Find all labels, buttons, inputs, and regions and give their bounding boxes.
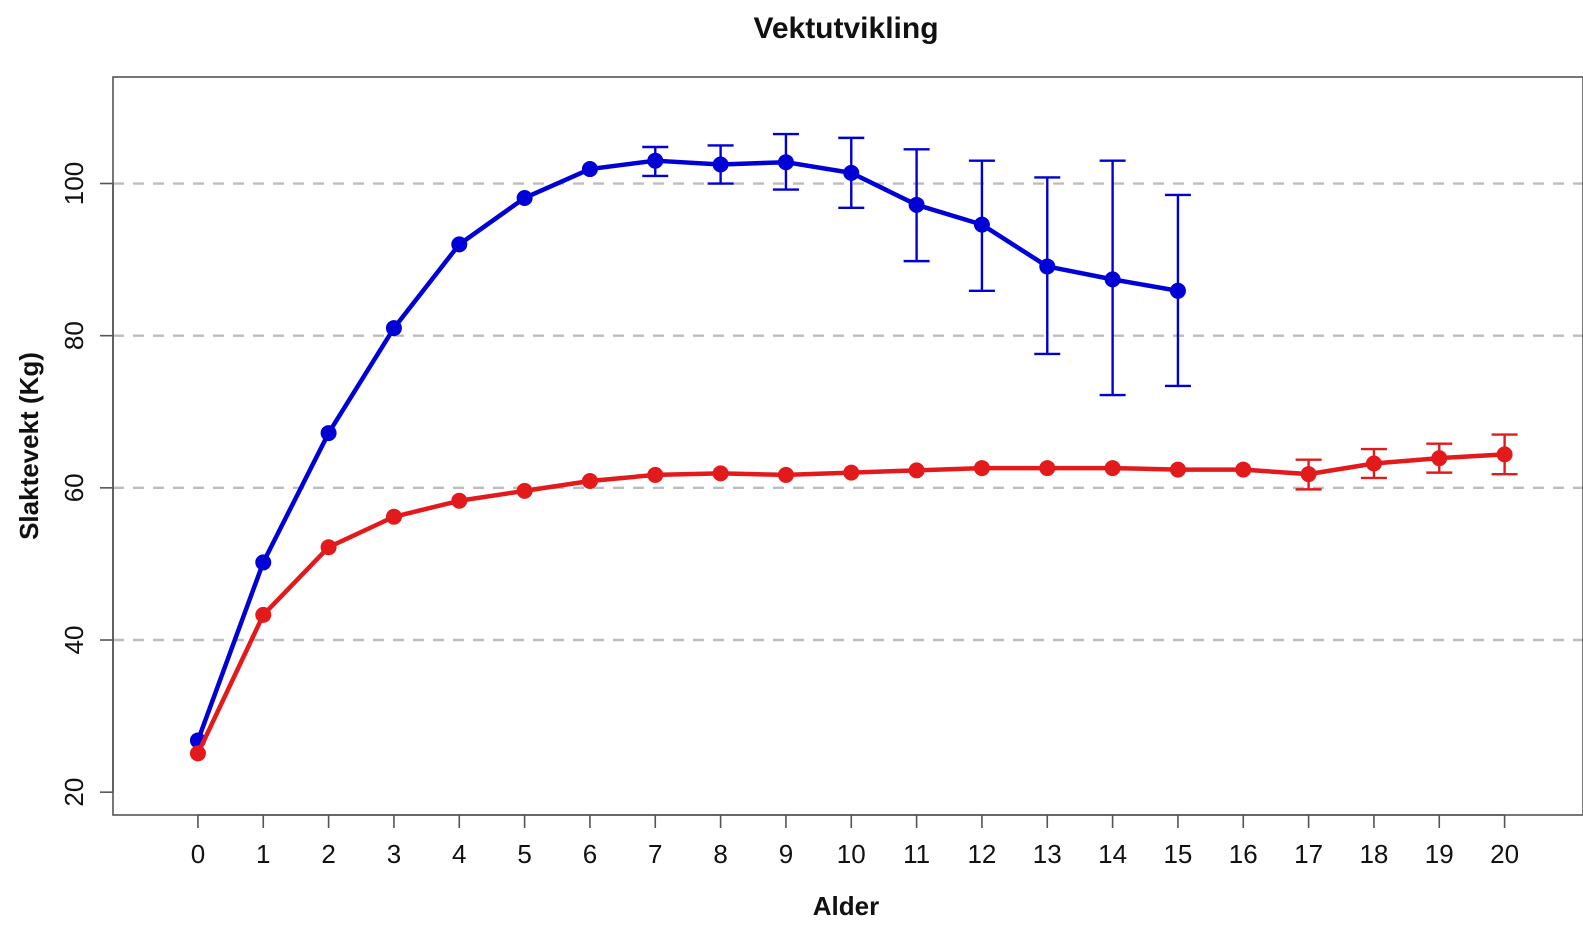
- x-tick-label: 19: [1425, 839, 1454, 869]
- data-point: [320, 425, 337, 442]
- data-point: [843, 164, 860, 181]
- y-axis-label: Slaktevekt (Kg): [14, 352, 44, 540]
- x-axis: 0 1 2 3 4 5 6 7 8 9 10 11 12 13 14 15 16 17 18 19 20: [191, 814, 1519, 869]
- series-1: [189, 433, 1518, 762]
- data-point: [516, 482, 533, 499]
- data-point: [189, 745, 206, 762]
- data-point: [385, 320, 402, 337]
- data-point: [1300, 466, 1317, 483]
- x-tick-label: 8: [713, 839, 727, 869]
- x-tick-label: 13: [1033, 839, 1062, 869]
- data-point: [1169, 282, 1186, 299]
- data-point: [712, 465, 729, 482]
- data-point: [777, 466, 794, 483]
- data-point: [255, 606, 272, 623]
- data-point: [843, 464, 860, 481]
- y-tick-label: 100: [59, 162, 89, 205]
- y-tick-label: 40: [59, 626, 89, 655]
- data-point: [1039, 460, 1056, 477]
- chart-title: Vektutvikling: [753, 12, 938, 45]
- data-point: [320, 539, 337, 556]
- data-point: [1431, 450, 1448, 467]
- data-point: [451, 492, 468, 509]
- data-point: [973, 460, 990, 477]
- data-point: [451, 236, 468, 253]
- series-line: [195, 452, 1505, 755]
- data-point: [1496, 446, 1513, 463]
- series-group: [189, 132, 1518, 762]
- x-tick-label: 18: [1359, 839, 1388, 869]
- x-tick-label: 10: [837, 839, 866, 869]
- x-tick-label: 0: [191, 839, 205, 869]
- x-tick-label: 11: [903, 839, 930, 869]
- data-point: [647, 466, 664, 483]
- data-point: [581, 472, 598, 489]
- data-point: [1235, 461, 1252, 478]
- x-tick-label: 16: [1229, 839, 1258, 869]
- data-point: [908, 196, 925, 213]
- x-tick-label: 17: [1294, 839, 1323, 869]
- data-point: [712, 156, 729, 173]
- data-point: [908, 462, 925, 479]
- data-point: [777, 154, 794, 171]
- x-tick-label: 5: [517, 839, 531, 869]
- x-tick-label: 6: [583, 839, 597, 869]
- data-point: [1169, 461, 1186, 478]
- y-tick-label: 60: [59, 473, 89, 502]
- data-point: [647, 152, 664, 169]
- y-axis: 20 40 60 80 100: [59, 162, 114, 807]
- x-tick-label: 3: [387, 839, 401, 869]
- data-point: [1104, 271, 1121, 288]
- x-tick-label: 9: [779, 839, 793, 869]
- gridlines: [113, 182, 1583, 642]
- data-point: [516, 189, 533, 206]
- data-point: [581, 161, 598, 178]
- x-tick-label: 12: [967, 839, 996, 869]
- x-tick-label: 14: [1098, 839, 1127, 869]
- series-line: [195, 158, 1179, 742]
- data-point: [1104, 460, 1121, 477]
- x-tick-label: 1: [256, 839, 270, 869]
- data-point: [1039, 258, 1056, 275]
- data-point: [255, 554, 272, 571]
- x-tick-label: 20: [1490, 839, 1519, 869]
- series-0: [189, 132, 1191, 749]
- data-point: [973, 216, 990, 233]
- data-point: [1365, 455, 1382, 472]
- x-tick-label: 4: [452, 839, 466, 869]
- data-point: [385, 508, 402, 525]
- x-axis-label: Alder: [813, 891, 879, 921]
- x-tick-label: 7: [648, 839, 662, 869]
- y-tick-label: 80: [59, 321, 89, 350]
- y-tick-label: 20: [59, 778, 89, 807]
- plot-frame: [112, 76, 1583, 816]
- x-tick-label: 15: [1163, 839, 1192, 869]
- x-tick-label: 2: [321, 839, 335, 869]
